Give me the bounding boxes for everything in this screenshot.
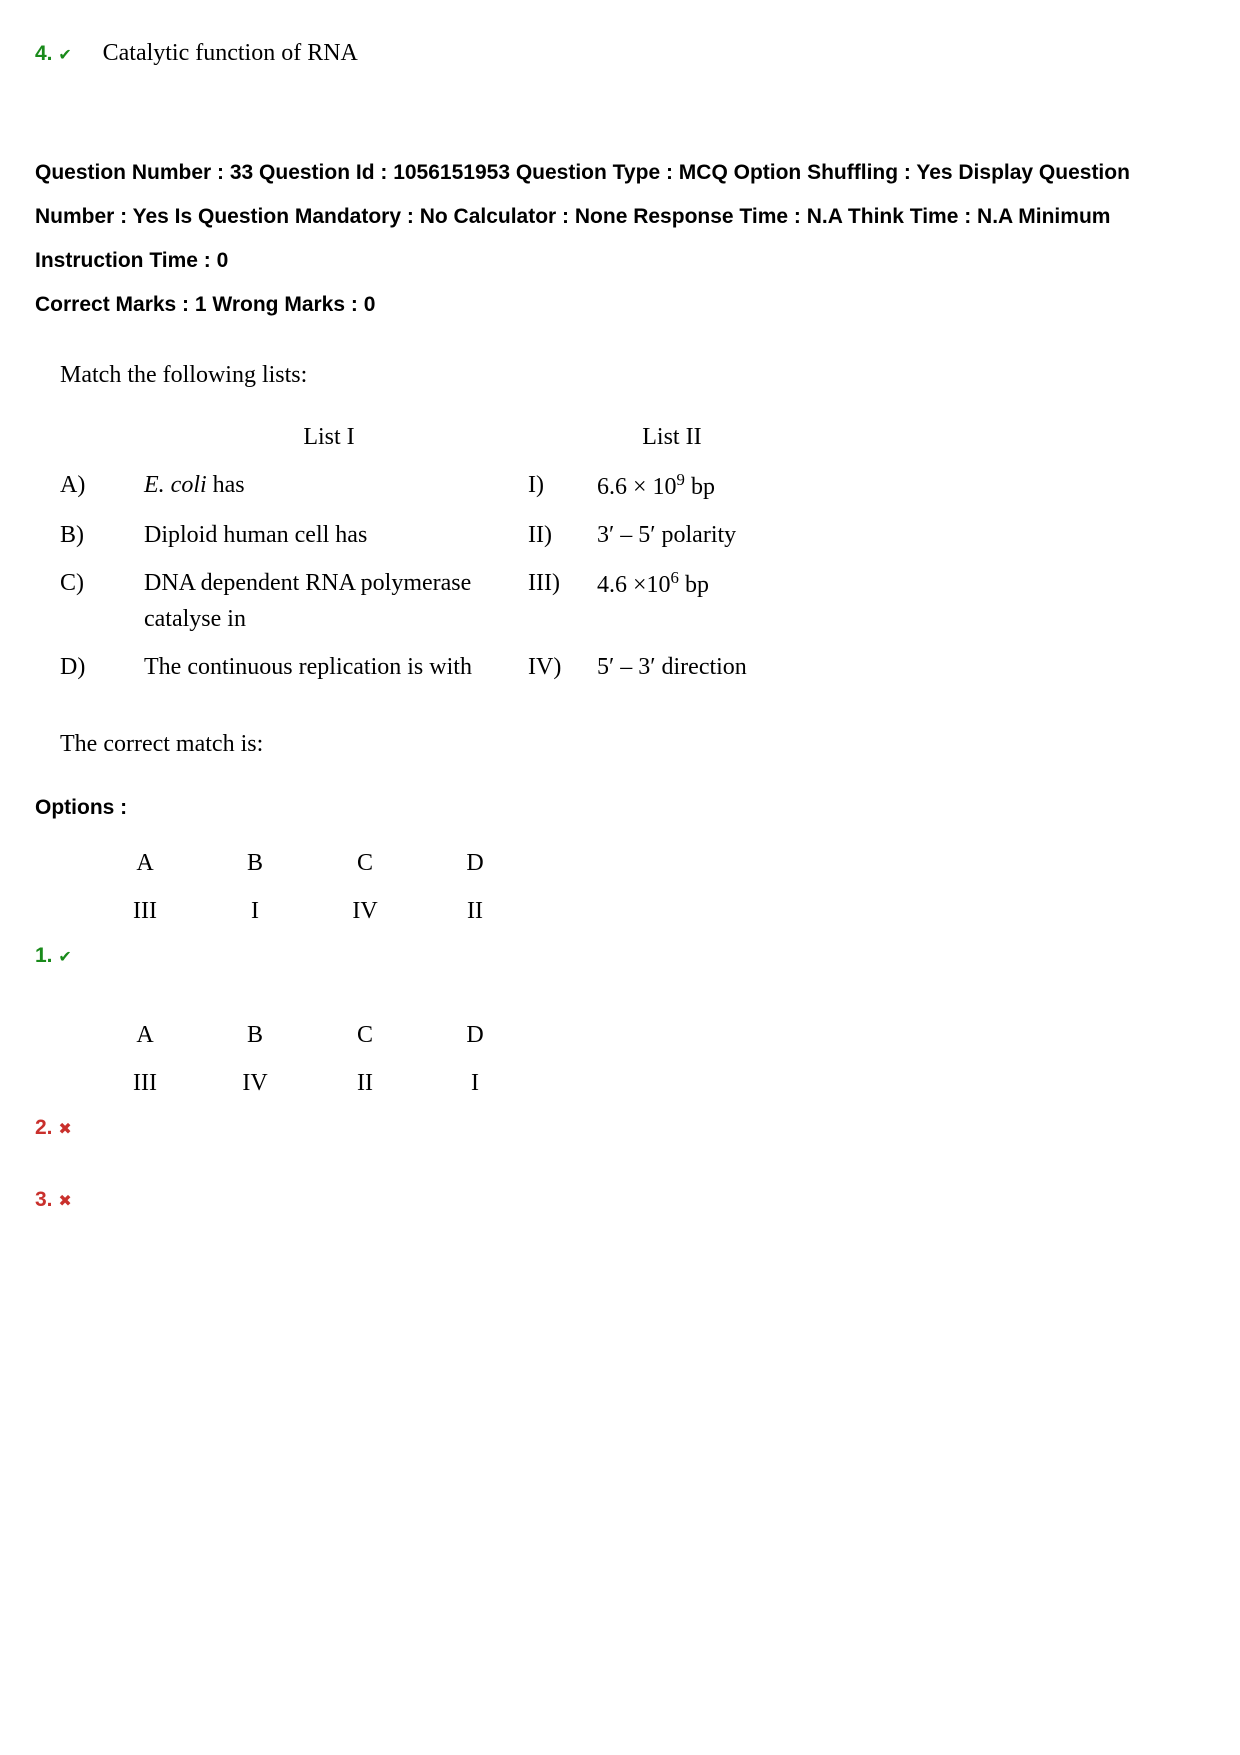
match-row: D)The continuous replication is withIV)5… [60,643,761,691]
match-row: A)E. coli hasI)6.6 × 109 bp [60,461,761,511]
options-heading: Options : [35,792,1205,824]
list2-label: III) [528,559,597,643]
list2-label: II) [528,511,597,559]
list1-label: D) [60,643,144,691]
answer-col-header: B [200,1011,310,1059]
list1-header: List I [144,413,528,461]
match-row: C)DNA dependent RNA polymerase catalyse … [60,559,761,643]
answer-value: II [310,1059,420,1107]
cross-icon: ✖ [58,1118,71,1142]
option: ABCDIIIIIVII1. ✔ [35,839,1205,972]
answer-value: III [90,1059,200,1107]
question-body: Match the following lists: List I List I… [60,357,1205,762]
list1-label: B) [60,511,144,559]
answer-col-header: C [310,1011,420,1059]
list1-text: E. coli has [144,461,528,511]
answer-col-header: D [420,839,530,887]
list2-text: 3′ – 5′ polarity [597,511,761,559]
answer-value: II [420,887,530,935]
list2-label: IV) [528,643,597,691]
answer-value: I [200,887,310,935]
check-icon: ✔ [58,44,71,68]
list2-text: 6.6 × 109 bp [597,461,761,511]
answer-value: I [420,1059,530,1107]
option-number: 1. [35,944,58,967]
list2-header: List II [597,413,761,461]
question-tail: The correct match is: [60,726,1205,762]
list2-text: 4.6 ×106 bp [597,559,761,643]
prev-option-text: Catalytic function of RNA [103,40,358,66]
list1-label: A) [60,461,144,511]
cross-icon: ✖ [58,1190,71,1214]
match-row: B)Diploid human cell hasII)3′ – 5′ polar… [60,511,761,559]
question-stem: Match the following lists: [60,357,1205,393]
list1-label: C) [60,559,144,643]
match-table: List I List II A)E. coli hasI)6.6 × 109 … [60,413,761,691]
option: ABCDIIIIVIII2. ✖ [35,1011,1205,1144]
option: 3. ✖ [35,1184,1205,1216]
answer-table: ABCDIIIIVIII [90,1011,530,1107]
answer-value: IV [200,1059,310,1107]
list1-text: The continuous replication is with [144,643,528,691]
answer-col-header: B [200,839,310,887]
prev-option-number: 4. [35,42,53,65]
answer-value: III [90,887,200,935]
answer-col-header: D [420,1011,530,1059]
answer-col-header: A [90,839,200,887]
answer-table: ABCDIIIIIVII [90,839,530,935]
question-meta-line1: Question Number : 33 Question Id : 10561… [35,151,1205,283]
answer-col-header: C [310,839,420,887]
option-number: 3. [35,1188,58,1211]
list2-label: I) [528,461,597,511]
list1-text: DNA dependent RNA polymerase catalyse in [144,559,528,643]
answer-col-header: A [90,1011,200,1059]
answer-value: IV [310,887,420,935]
option-number: 2. [35,1116,58,1139]
question-meta-marks: Correct Marks : 1 Wrong Marks : 0 [35,283,1205,327]
list1-text: Diploid human cell has [144,511,528,559]
check-icon: ✔ [58,946,71,970]
previous-option-4: 4. ✔ Catalytic function of RNA [35,35,1205,71]
list2-text: 5′ – 3′ direction [597,643,761,691]
